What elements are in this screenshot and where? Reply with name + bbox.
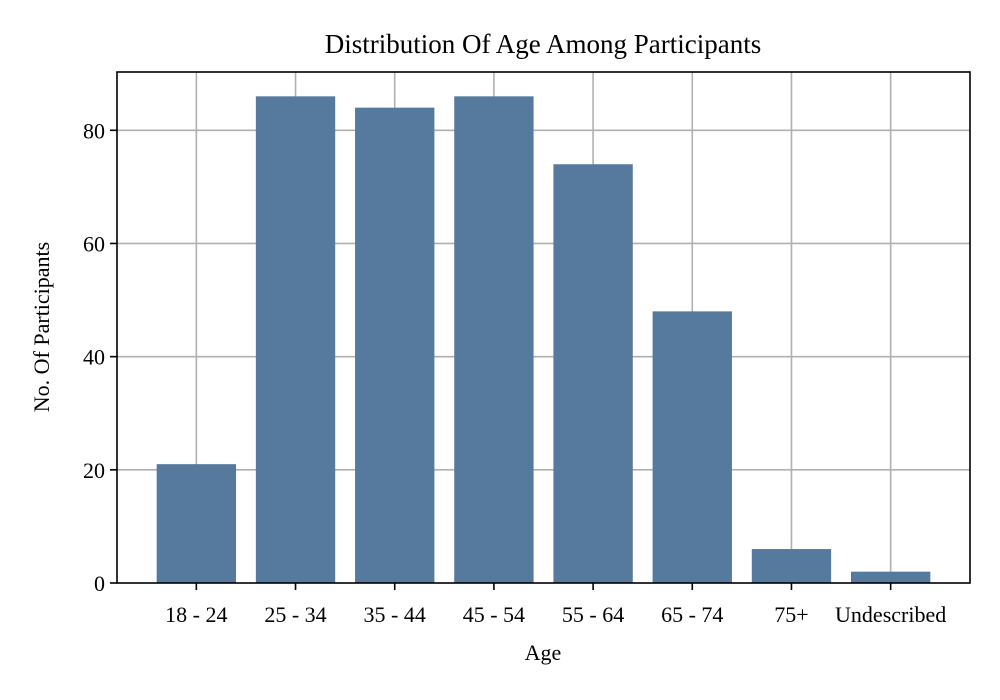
grid-lines bbox=[117, 72, 970, 583]
bar bbox=[553, 164, 633, 584]
bars-group bbox=[156, 96, 931, 584]
x-tick-label: 45 - 54 bbox=[463, 602, 525, 627]
y-tick-label: 80 bbox=[83, 118, 105, 143]
x-tick-label: 25 - 34 bbox=[264, 602, 326, 627]
y-axis: 0 20 40 60 80 bbox=[83, 118, 117, 596]
x-tick-label: 35 - 44 bbox=[364, 602, 426, 627]
bar bbox=[156, 464, 237, 583]
bar bbox=[454, 96, 534, 583]
x-tick-label: 65 - 74 bbox=[661, 602, 723, 627]
x-tick-label: Undescribed bbox=[835, 602, 946, 627]
bar bbox=[850, 571, 931, 583]
y-axis-label: No. Of Participants bbox=[29, 242, 54, 412]
x-axis: 18 - 24 25 - 34 35 - 44 45 - 54 55 - 64 65 - … bbox=[165, 583, 946, 627]
y-tick-label: 60 bbox=[83, 231, 105, 256]
x-tick-label: 18 - 24 bbox=[165, 602, 227, 627]
bar bbox=[255, 96, 336, 583]
bar bbox=[355, 107, 435, 584]
y-tick-label: 20 bbox=[83, 458, 105, 483]
x-axis-label: Age bbox=[525, 640, 562, 665]
chart-title: Distribution Of Age Among Participants bbox=[325, 29, 761, 59]
bar bbox=[751, 549, 832, 583]
y-tick-label: 40 bbox=[83, 345, 105, 370]
plot-frame bbox=[116, 71, 971, 584]
bar bbox=[652, 311, 732, 583]
y-tick-label: 0 bbox=[94, 571, 105, 596]
x-tick-label: 75+ bbox=[774, 602, 808, 627]
x-tick-label: 55 - 64 bbox=[562, 602, 624, 627]
